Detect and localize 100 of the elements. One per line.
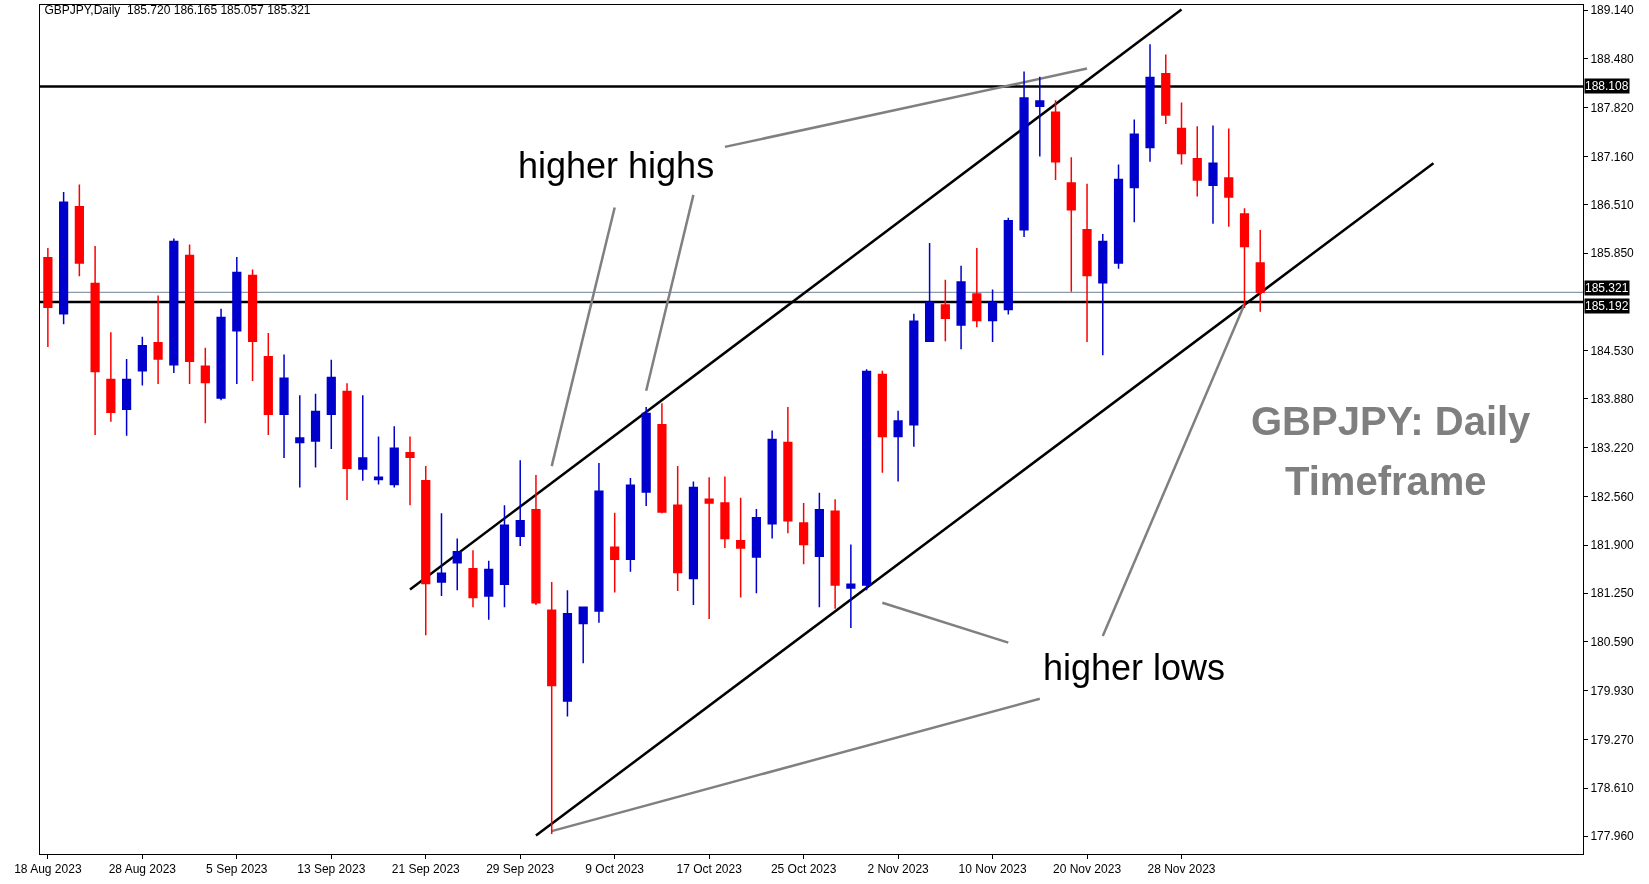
candlestick [940, 279, 950, 342]
candlestick [767, 429, 777, 540]
x-tick-label: 2 Nov 2023 [867, 862, 930, 877]
x-tick-label: 18 Aug 2023 [14, 862, 82, 877]
candlestick [893, 409, 903, 483]
candlestick [342, 382, 352, 501]
chart-title: GBPJPY,Daily 185.720 186.165 185.057 185.321 [44, 3, 311, 18]
candlestick [657, 402, 667, 515]
candlestick [987, 288, 998, 343]
candlestick [295, 394, 305, 489]
candlestick [610, 511, 620, 594]
candlestick [531, 474, 541, 606]
candlestick [1208, 124, 1218, 225]
y-tick-label: 181.900 [1590, 538, 1635, 553]
candlestick [232, 256, 242, 385]
candlestick [452, 537, 462, 591]
candlestick [121, 358, 132, 437]
candlestick [972, 247, 982, 328]
y-tick-label: 186.510 [1590, 197, 1635, 212]
x-tick-label: 17 Oct 2023 [676, 862, 743, 877]
annotation: higher highs [518, 145, 715, 186]
annotation: higher lows [1043, 647, 1226, 688]
x-tick-label: 5 Sep 2023 [206, 862, 268, 877]
candlestick [515, 459, 525, 547]
x-tick-label: 10 Nov 2023 [958, 862, 1027, 877]
candlestick [499, 504, 510, 608]
candlestick [1129, 118, 1139, 223]
candlestick [877, 370, 887, 474]
x-tick-label: 20 Nov 2023 [1053, 862, 1122, 877]
candlestick [216, 307, 226, 402]
candlestick [625, 477, 636, 573]
y-tick-label: 183.220 [1590, 440, 1635, 455]
x-tick-label: 29 Sep 2023 [486, 862, 555, 877]
y-tick-label: 180.590 [1590, 635, 1635, 650]
x-tick-label: 28 Nov 2023 [1147, 862, 1216, 877]
candlestick [373, 435, 384, 486]
candlestick [547, 581, 557, 835]
candlestick [43, 247, 53, 348]
candlestick [736, 497, 746, 599]
candlestick [1098, 233, 1108, 356]
candlestick [814, 491, 824, 608]
y-tick-label: 179.270 [1590, 732, 1635, 747]
candlestick [1255, 229, 1265, 313]
candlestick [783, 406, 793, 535]
candlestick [326, 358, 336, 450]
y-tick-label: 187.160 [1590, 149, 1635, 164]
candlestick [641, 406, 651, 507]
candlestick [720, 475, 730, 549]
candlestick [1050, 99, 1061, 181]
candlestick [594, 462, 604, 624]
candlestick [106, 331, 116, 423]
y-tick-label: 178.610 [1590, 781, 1635, 796]
candlestick [673, 465, 683, 592]
candlestick [862, 368, 872, 591]
annotation: Timeframe [1285, 459, 1487, 503]
candlestick [1239, 207, 1250, 309]
y-tick-label: 189.140 [1590, 3, 1635, 18]
candlestick [421, 465, 431, 637]
x-tick-label: 13 Sep 2023 [297, 862, 366, 877]
candlestick [59, 191, 69, 325]
ref-line-label: 185.192 [1585, 299, 1629, 313]
candlestick [1019, 70, 1029, 238]
candlestick [1082, 183, 1092, 343]
candlestick [184, 243, 195, 385]
y-tick-label: 181.250 [1590, 586, 1635, 601]
ref-line-label: 188.108 [1585, 79, 1629, 93]
candlestick [247, 268, 258, 382]
x-tick-label: 9 Oct 2023 [585, 862, 645, 877]
candlestick [137, 336, 147, 387]
x-tick-label: 28 Aug 2023 [108, 862, 177, 877]
candlestick [310, 392, 321, 469]
candlestick [90, 245, 100, 436]
y-tick-label: 179.930 [1590, 683, 1635, 698]
candlestick [1176, 101, 1187, 166]
candlestick [153, 294, 163, 385]
candlestick [688, 480, 699, 606]
annotation: GBPJPY: Daily [1251, 399, 1532, 443]
candlestick [1035, 75, 1045, 158]
ref-line-label: 185.321 [1585, 281, 1629, 295]
candlestick [1066, 156, 1076, 293]
candlestick [830, 498, 840, 610]
candlestick [484, 559, 494, 621]
x-tick-label: 21 Sep 2023 [391, 862, 461, 877]
candlestick [200, 347, 210, 424]
candlestick [751, 508, 761, 594]
candlestick [389, 425, 399, 489]
candlestick [909, 313, 919, 448]
candlestick [436, 512, 447, 597]
candlestick [1003, 217, 1013, 316]
candlestick [358, 394, 368, 482]
y-tick-label: 188.480 [1590, 52, 1635, 67]
candlestick [956, 265, 966, 351]
candlestick [279, 353, 289, 459]
candlestick [263, 332, 273, 436]
candlestick [924, 242, 935, 342]
candlestick [562, 589, 573, 718]
y-tick-label: 185.850 [1590, 246, 1635, 261]
candlestick [846, 543, 856, 629]
y-tick-label: 183.880 [1590, 392, 1635, 407]
y-tick-label: 177.960 [1590, 829, 1635, 844]
